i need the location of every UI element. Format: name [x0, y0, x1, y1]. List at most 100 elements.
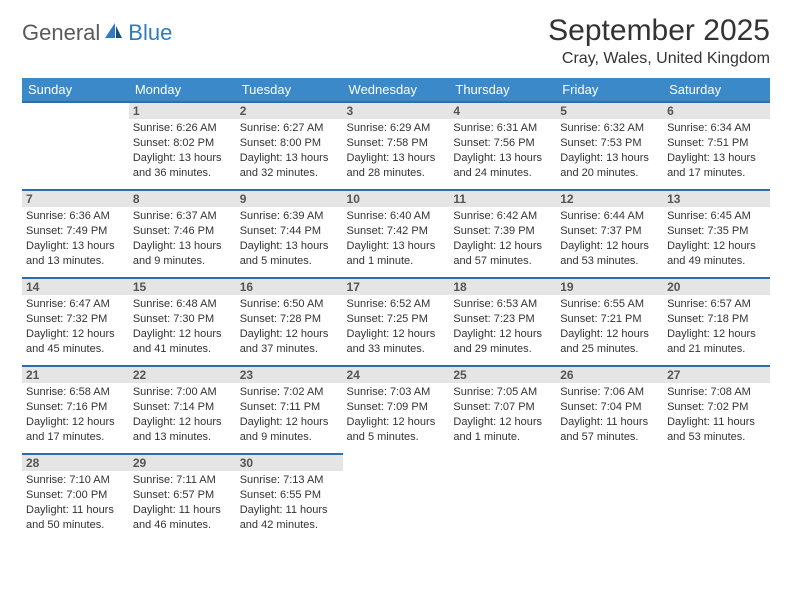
daylight-text: Daylight: 13 hours [240, 151, 339, 166]
daylight-text: Daylight: 11 hours [240, 503, 339, 518]
sunset-text: Sunset: 7:28 PM [240, 312, 339, 327]
daylight-text: and 5 minutes. [347, 430, 446, 445]
daylight-text: Daylight: 12 hours [667, 239, 766, 254]
sail-icon [102, 21, 124, 46]
day-cell [556, 454, 663, 542]
daylight-text: and 9 minutes. [240, 430, 339, 445]
daylight-text: Daylight: 12 hours [26, 415, 125, 430]
day-cell: 25Sunrise: 7:05 AMSunset: 7:07 PMDayligh… [449, 366, 556, 454]
daylight-text: Daylight: 12 hours [560, 239, 659, 254]
weekday-header: Thursday [449, 78, 556, 102]
location-subtitle: Cray, Wales, United Kingdom [548, 50, 770, 68]
daylight-text: and 36 minutes. [133, 166, 232, 181]
week-row: 14Sunrise: 6:47 AMSunset: 7:32 PMDayligh… [22, 278, 770, 366]
day-cell: 11Sunrise: 6:42 AMSunset: 7:39 PMDayligh… [449, 190, 556, 278]
day-cell: 7Sunrise: 6:36 AMSunset: 7:49 PMDaylight… [22, 190, 129, 278]
sunset-text: Sunset: 7:35 PM [667, 224, 766, 239]
daylight-text: and 20 minutes. [560, 166, 659, 181]
day-number: 3 [343, 103, 450, 119]
daylight-text: and 57 minutes. [560, 430, 659, 445]
day-cell: 28Sunrise: 7:10 AMSunset: 7:00 PMDayligh… [22, 454, 129, 542]
daylight-text: Daylight: 12 hours [453, 327, 552, 342]
daylight-text: and 1 minute. [347, 254, 446, 269]
day-cell: 29Sunrise: 7:11 AMSunset: 6:57 PMDayligh… [129, 454, 236, 542]
daylight-text: Daylight: 12 hours [240, 327, 339, 342]
sunset-text: Sunset: 7:21 PM [560, 312, 659, 327]
daylight-text: and 13 minutes. [133, 430, 232, 445]
sunrise-text: Sunrise: 7:05 AM [453, 385, 552, 400]
day-number: 15 [129, 279, 236, 295]
day-number: 13 [663, 191, 770, 207]
week-row: 28Sunrise: 7:10 AMSunset: 7:00 PMDayligh… [22, 454, 770, 542]
daylight-text: Daylight: 13 hours [453, 151, 552, 166]
weekday-header: Wednesday [343, 78, 450, 102]
day-number: 5 [556, 103, 663, 119]
day-number: 30 [236, 455, 343, 471]
weekday-header: Monday [129, 78, 236, 102]
day-cell: 5Sunrise: 6:32 AMSunset: 7:53 PMDaylight… [556, 102, 663, 190]
day-number: 25 [449, 367, 556, 383]
weekday-header: Friday [556, 78, 663, 102]
sunrise-text: Sunrise: 7:02 AM [240, 385, 339, 400]
sunset-text: Sunset: 6:55 PM [240, 488, 339, 503]
sunrise-text: Sunrise: 6:39 AM [240, 209, 339, 224]
sunrise-text: Sunrise: 7:10 AM [26, 473, 125, 488]
day-number: 18 [449, 279, 556, 295]
sunrise-text: Sunrise: 6:29 AM [347, 121, 446, 136]
sunrise-text: Sunrise: 6:48 AM [133, 297, 232, 312]
daylight-text: Daylight: 11 hours [26, 503, 125, 518]
logo-text-blue: Blue [128, 20, 172, 46]
title-block: September 2025 Cray, Wales, United Kingd… [548, 14, 770, 68]
weekday-header: Tuesday [236, 78, 343, 102]
day-cell: 4Sunrise: 6:31 AMSunset: 7:56 PMDaylight… [449, 102, 556, 190]
day-cell: 14Sunrise: 6:47 AMSunset: 7:32 PMDayligh… [22, 278, 129, 366]
day-cell [343, 454, 450, 542]
daylight-text: Daylight: 13 hours [347, 151, 446, 166]
logo: General Blue [22, 14, 172, 46]
daylight-text: Daylight: 12 hours [347, 415, 446, 430]
daylight-text: and 25 minutes. [560, 342, 659, 357]
sunrise-text: Sunrise: 6:44 AM [560, 209, 659, 224]
daylight-text: Daylight: 12 hours [667, 327, 766, 342]
sunset-text: Sunset: 7:37 PM [560, 224, 659, 239]
day-number: 14 [22, 279, 129, 295]
daylight-text: and 17 minutes. [26, 430, 125, 445]
logo-text-general: General [22, 20, 100, 46]
daylight-text: Daylight: 13 hours [240, 239, 339, 254]
sunrise-text: Sunrise: 6:57 AM [667, 297, 766, 312]
sunset-text: Sunset: 8:02 PM [133, 136, 232, 151]
weekday-header: Saturday [663, 78, 770, 102]
day-cell: 20Sunrise: 6:57 AMSunset: 7:18 PMDayligh… [663, 278, 770, 366]
day-cell: 16Sunrise: 6:50 AMSunset: 7:28 PMDayligh… [236, 278, 343, 366]
day-number: 17 [343, 279, 450, 295]
sunrise-text: Sunrise: 6:58 AM [26, 385, 125, 400]
sunset-text: Sunset: 7:39 PM [453, 224, 552, 239]
day-number: 27 [663, 367, 770, 383]
daylight-text: and 28 minutes. [347, 166, 446, 181]
week-row: 1Sunrise: 6:26 AMSunset: 8:02 PMDaylight… [22, 102, 770, 190]
day-number: 29 [129, 455, 236, 471]
sunrise-text: Sunrise: 7:13 AM [240, 473, 339, 488]
sunrise-text: Sunrise: 6:36 AM [26, 209, 125, 224]
day-cell: 13Sunrise: 6:45 AMSunset: 7:35 PMDayligh… [663, 190, 770, 278]
sunset-text: Sunset: 7:18 PM [667, 312, 766, 327]
daylight-text: and 9 minutes. [133, 254, 232, 269]
day-number: 6 [663, 103, 770, 119]
week-row: 21Sunrise: 6:58 AMSunset: 7:16 PMDayligh… [22, 366, 770, 454]
daylight-text: Daylight: 12 hours [453, 239, 552, 254]
sunset-text: Sunset: 8:00 PM [240, 136, 339, 151]
day-number: 1 [129, 103, 236, 119]
day-cell: 12Sunrise: 6:44 AMSunset: 7:37 PMDayligh… [556, 190, 663, 278]
sunset-text: Sunset: 7:58 PM [347, 136, 446, 151]
calendar-table: Sunday Monday Tuesday Wednesday Thursday… [22, 78, 770, 542]
sunset-text: Sunset: 6:57 PM [133, 488, 232, 503]
sunset-text: Sunset: 7:02 PM [667, 400, 766, 415]
daylight-text: Daylight: 11 hours [667, 415, 766, 430]
day-cell: 27Sunrise: 7:08 AMSunset: 7:02 PMDayligh… [663, 366, 770, 454]
day-cell [663, 454, 770, 542]
daylight-text: and 53 minutes. [560, 254, 659, 269]
sunset-text: Sunset: 7:53 PM [560, 136, 659, 151]
day-number: 26 [556, 367, 663, 383]
day-cell: 3 Sunrise: 6:29 AMSunset: 7:58 PMDaylight… [343, 102, 450, 190]
daylight-text: and 53 minutes. [667, 430, 766, 445]
